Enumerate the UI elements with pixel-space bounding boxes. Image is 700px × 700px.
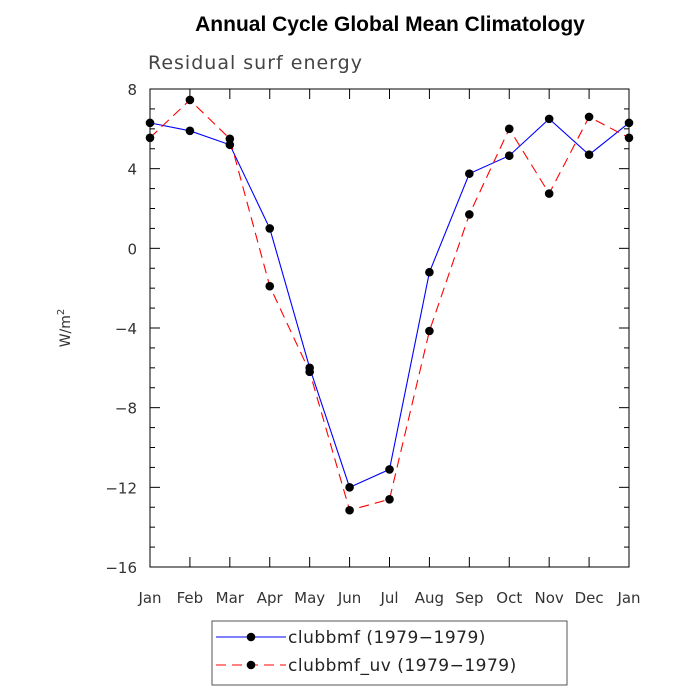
x-tick-label: Apr — [257, 589, 284, 607]
series-1-point — [225, 140, 235, 150]
y-axis-label: W/m2 — [56, 309, 74, 348]
x-tick-label: Dec — [575, 589, 604, 607]
series-1-point — [185, 126, 195, 136]
series-1-point — [465, 169, 474, 178]
series-1-point — [584, 150, 594, 160]
y-tick-label: −4 — [115, 320, 137, 338]
series-2-point — [584, 112, 594, 122]
x-tick-label: Jan — [616, 589, 640, 607]
series-line-1 — [149, 118, 630, 489]
x-tick-label: Jan — [137, 589, 161, 607]
series-1-point — [385, 465, 394, 474]
series-2-point — [425, 326, 434, 336]
series-1-point — [504, 151, 514, 161]
series-layer — [145, 95, 634, 515]
series-1-point — [345, 483, 354, 492]
y-tick-label: −8 — [115, 400, 137, 418]
x-tick-label: Mar — [216, 589, 245, 607]
chart-title: Annual Cycle Global Mean Climatology — [195, 13, 585, 36]
legend-marker-1 — [246, 632, 256, 642]
series-2-point — [225, 134, 235, 144]
series-2-point — [504, 124, 514, 134]
y-tick-label: −16 — [105, 559, 137, 577]
x-tick-label: Nov — [535, 589, 564, 607]
series-1-point — [265, 224, 275, 233]
y-tick-label: 4 — [127, 161, 137, 179]
plot-frame — [149, 88, 630, 568]
tick-labels: Jan Feb Mar Apr May Jun Jul Aug Sep Oct Nov Dec Jan−… — [105, 81, 640, 607]
series-2-point — [465, 210, 474, 219]
series-2-point — [544, 189, 554, 198]
x-tick-label: Oct — [496, 589, 522, 607]
series-2-point — [185, 95, 195, 105]
x-tick-label: May — [294, 589, 325, 607]
y-tick-label: −12 — [105, 479, 137, 497]
y-tick-label: 8 — [127, 81, 137, 99]
legend-marker-2 — [246, 660, 256, 670]
legend: clubbmf (1979−1979) clubbmf_uv (1979−1979… — [211, 620, 568, 686]
series-2-point — [305, 367, 314, 377]
x-tick-label: Feb — [177, 589, 204, 607]
x-tick-label: Sep — [455, 589, 483, 607]
series-2-point — [385, 494, 394, 504]
chart-subtitle: Residual surf energy — [148, 52, 363, 74]
series-line-2 — [149, 99, 630, 511]
series-2-point — [265, 281, 275, 291]
x-tick-label: Jun — [337, 589, 361, 607]
series-1-point — [425, 267, 434, 277]
x-tick-label: Jul — [379, 589, 398, 607]
legend-label-1: clubbmf (1979−1979) — [288, 628, 486, 648]
series-2-point — [345, 505, 354, 515]
series-1-point — [544, 114, 554, 124]
legend-box — [211, 620, 568, 686]
legend-label-2: clubbmf_uv (1979−1979) — [288, 656, 517, 676]
x-tick-label: Aug — [415, 589, 444, 607]
y-tick-label: 0 — [127, 240, 137, 258]
